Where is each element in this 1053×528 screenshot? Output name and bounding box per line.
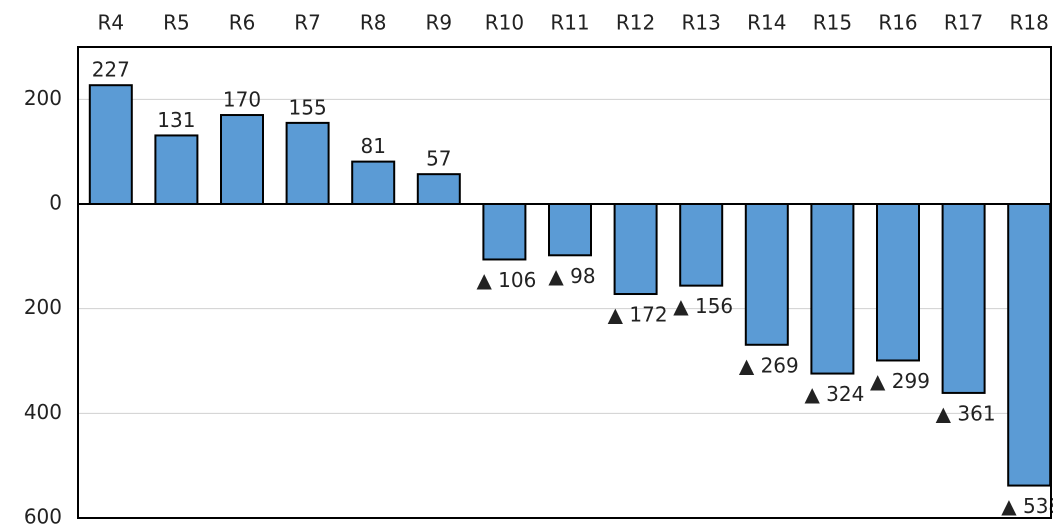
bar [220,114,264,205]
x-tick-label: R8 [360,11,387,35]
bar [88,84,133,205]
value-label: 227 [92,58,130,82]
y-tick-label: 400 [24,400,62,424]
x-tick-label: R4 [97,11,124,35]
y-tick-label: 0 [49,191,62,215]
value-label: ▲ 172 [608,303,668,327]
bar [613,203,658,296]
x-tick-label: R5 [163,11,190,35]
value-label: ▲ 538 [1001,494,1053,518]
y-tick-label: 600 [24,505,62,528]
y-tick-label: 200 [24,86,62,110]
x-tick-label: R17 [944,11,983,35]
value-label: ▲ 361 [936,401,996,425]
bar [351,160,396,205]
bar [416,173,461,205]
plot-frame [77,46,1052,519]
value-label: ▲ 106 [476,268,536,292]
x-tick-label: R9 [425,11,452,35]
x-tick-label: R15 [813,11,852,35]
value-label: ▲ 324 [804,382,864,406]
bar [744,203,789,346]
value-label: 155 [289,95,327,119]
value-label: ▲ 299 [870,369,930,393]
value-label: ▲ 156 [673,294,733,318]
x-tick-label: R13 [682,11,721,35]
bar [285,121,330,205]
bar [941,203,986,394]
bar [482,203,527,261]
value-label: ▲ 98 [548,264,595,288]
value-label: 170 [223,88,261,112]
x-tick-label: R6 [229,11,256,35]
y-tick-label: 200 [24,295,62,319]
x-tick-label: R18 [1010,11,1049,35]
x-tick-label: R16 [878,11,917,35]
bar [1007,203,1052,487]
x-tick-label: R11 [550,11,589,35]
value-label: ▲ 269 [739,353,799,377]
value-label: 57 [426,147,451,171]
x-tick-label: R10 [485,11,524,35]
x-tick-label: R14 [747,11,786,35]
x-tick-label: R7 [294,11,321,35]
bar [154,134,199,205]
bar [810,203,855,375]
bar [876,203,920,362]
value-label: 81 [360,134,385,158]
bar [548,203,592,257]
x-tick-label: R12 [616,11,655,35]
value-label: 131 [157,108,195,132]
bar [679,203,724,287]
